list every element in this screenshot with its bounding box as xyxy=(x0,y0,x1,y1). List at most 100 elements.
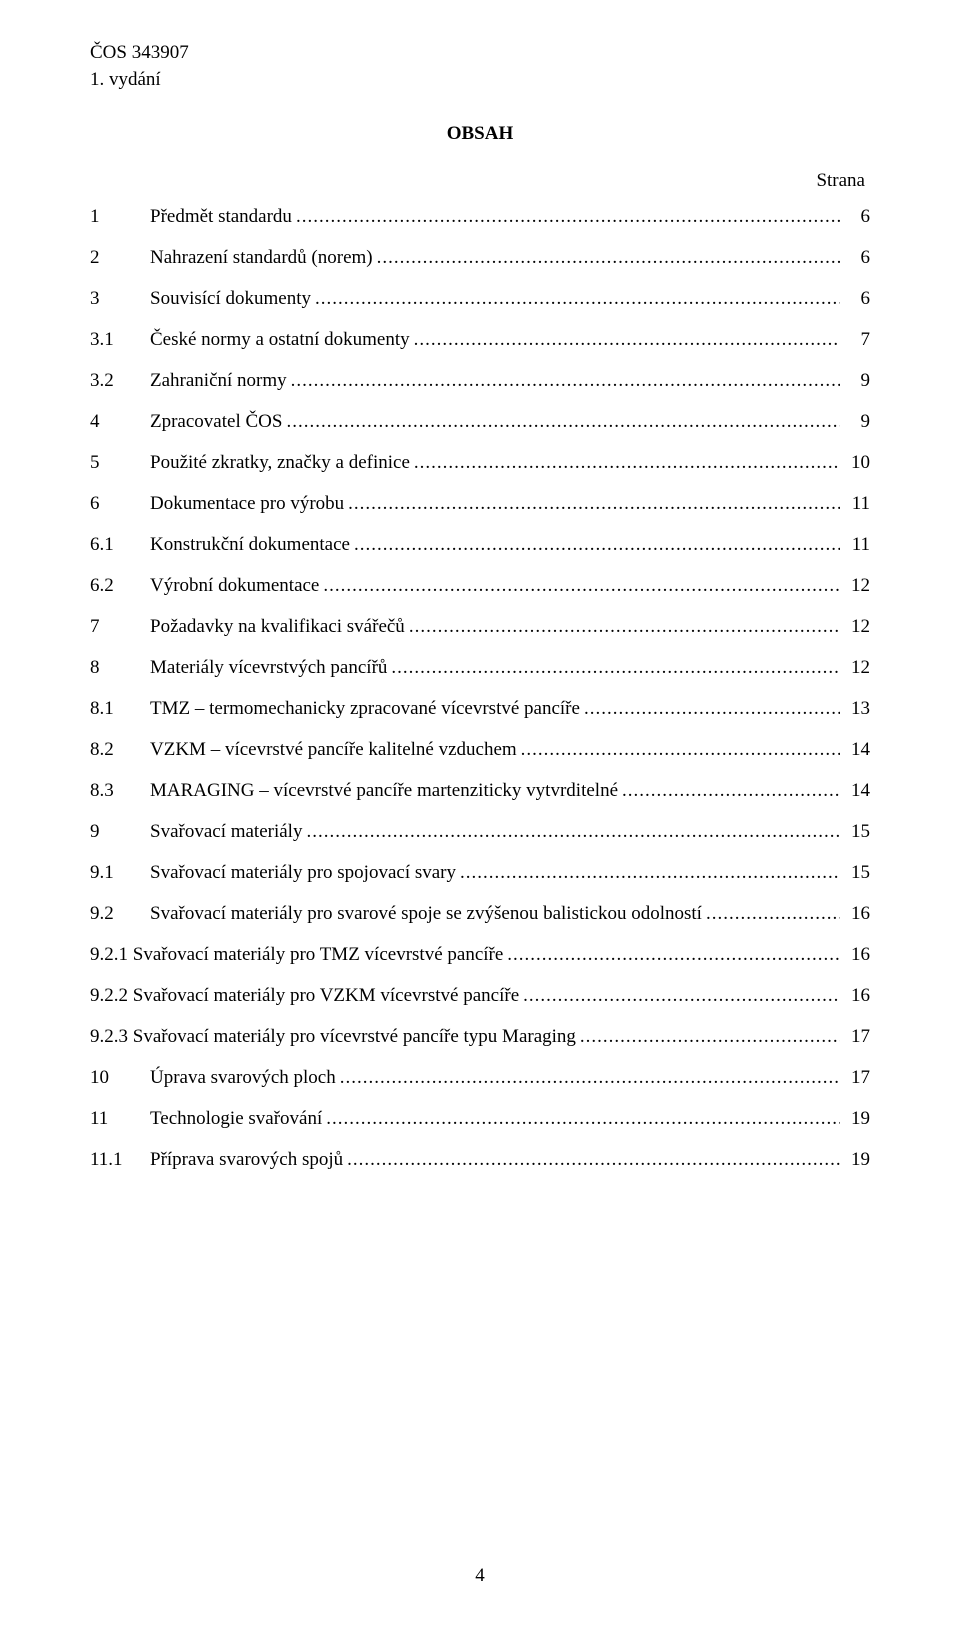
toc-dots xyxy=(302,822,840,841)
toc-label: Souvisící dokumenty xyxy=(150,289,311,308)
toc-page: 16 xyxy=(840,986,870,1005)
toc-row: 8.2VZKM – vícevrstvé pancíře kalitelné v… xyxy=(90,740,870,759)
toc-number: 11 xyxy=(90,1109,150,1128)
toc-row: 8.1TMZ – termomechanicky zpracované více… xyxy=(90,699,870,718)
toc-row: 3.1České normy a ostatní dokumenty7 xyxy=(90,330,870,349)
toc-page: 6 xyxy=(840,248,870,267)
toc-number: 3 xyxy=(90,289,150,308)
toc-dots xyxy=(282,412,840,431)
toc-number: 4 xyxy=(90,412,150,431)
toc-row: 4Zpracovatel ČOS 9 xyxy=(90,412,870,431)
toc-page: 14 xyxy=(840,740,870,759)
toc-row: 8.3MARAGING – vícevrstvé pancíře martenz… xyxy=(90,781,870,800)
toc-page: 15 xyxy=(840,863,870,882)
toc-number: 6.1 xyxy=(90,535,150,554)
toc-label: Příprava svarových spojů xyxy=(150,1150,343,1169)
toc-dots xyxy=(456,863,840,882)
toc-label: 9.2.2 Svařovací materiály pro VZKM vícev… xyxy=(90,986,519,1005)
toc-number: 5 xyxy=(90,453,150,472)
toc-dots xyxy=(287,371,840,390)
toc-row: 6.1Konstrukční dokumentace 11 xyxy=(90,535,870,554)
toc-page: 11 xyxy=(840,494,870,513)
toc-dots xyxy=(373,248,840,267)
toc-row: 6.2Výrobní dokumentace12 xyxy=(90,576,870,595)
toc-label: 9.2.1 Svařovací materiály pro TMZ vícevr… xyxy=(90,945,503,964)
toc-page: 19 xyxy=(840,1109,870,1128)
toc-label: Výrobní dokumentace xyxy=(150,576,319,595)
toc-page: 16 xyxy=(840,904,870,923)
toc-dots xyxy=(350,535,840,554)
toc-page: 6 xyxy=(840,207,870,226)
toc-page: 11 xyxy=(840,535,870,554)
toc-row: 10Úprava svarových ploch 17 xyxy=(90,1068,870,1087)
strana-label: Strana xyxy=(90,170,870,192)
toc-label: Svařovací materiály pro svarové spoje se… xyxy=(150,904,702,923)
toc-page: 13 xyxy=(840,699,870,718)
toc-row: 2Nahrazení standardů (norem)6 xyxy=(90,248,870,267)
toc-dots xyxy=(410,330,840,349)
toc-page: 12 xyxy=(840,617,870,636)
toc-number: 10 xyxy=(90,1068,150,1087)
toc-label: TMZ – termomechanicky zpracované vícevrs… xyxy=(150,699,580,718)
toc-number: 8.2 xyxy=(90,740,150,759)
toc-number: 8.1 xyxy=(90,699,150,718)
toc-label: Zahraniční normy xyxy=(150,371,287,390)
toc-label: Použité zkratky, značky a definice xyxy=(150,453,410,472)
toc-row: 7Požadavky na kvalifikaci svářečů12 xyxy=(90,617,870,636)
toc-label: Konstrukční dokumentace xyxy=(150,535,350,554)
toc-label: Materiály vícevrstvých pancířů xyxy=(150,658,387,677)
toc-label: 9.2.3 Svařovací materiály pro vícevrstvé… xyxy=(90,1027,576,1046)
toc-dots xyxy=(702,904,840,923)
toc-row: 3.2Zahraniční normy9 xyxy=(90,371,870,390)
toc-dots xyxy=(343,1150,840,1169)
toc-row: 5Použité zkratky, značky a definice 10 xyxy=(90,453,870,472)
toc-page: 12 xyxy=(840,658,870,677)
toc-page: 19 xyxy=(840,1150,870,1169)
page-number: 4 xyxy=(0,1565,960,1587)
toc-number: 6.2 xyxy=(90,576,150,595)
toc-page: 17 xyxy=(840,1027,870,1046)
toc-page: 6 xyxy=(840,289,870,308)
toc-dots xyxy=(292,207,840,226)
toc-label: Dokumentace pro výrobu xyxy=(150,494,344,513)
toc-label: Svařovací materiály pro spojovací svary xyxy=(150,863,456,882)
toc-label: MARAGING – vícevrstvé pancíře martenziti… xyxy=(150,781,618,800)
toc-number: 9.1 xyxy=(90,863,150,882)
toc-label: Zpracovatel ČOS xyxy=(150,412,282,431)
toc-label: Úprava svarových ploch xyxy=(150,1068,336,1087)
toc-label: Svařovací materiály xyxy=(150,822,302,841)
toc-row: 1Předmět standardu6 xyxy=(90,207,870,226)
toc-label: Předmět standardu xyxy=(150,207,292,226)
toc-dots xyxy=(344,494,840,513)
toc-page: 14 xyxy=(840,781,870,800)
toc-row: 9.2.3 Svařovací materiály pro vícevrstvé… xyxy=(90,1027,870,1046)
toc-number: 8.3 xyxy=(90,781,150,800)
toc-label: Nahrazení standardů (norem) xyxy=(150,248,373,267)
toc-number: 11.1 xyxy=(90,1150,150,1169)
toc-container: 1Předmět standardu62Nahrazení standardů … xyxy=(90,207,870,1169)
toc-row: 9.2Svařovací materiály pro svarové spoje… xyxy=(90,904,870,923)
toc-dots xyxy=(618,781,840,800)
toc-dots xyxy=(410,453,840,472)
toc-page: 9 xyxy=(840,371,870,390)
toc-row: 9.1Svařovací materiály pro spojovací sva… xyxy=(90,863,870,882)
toc-dots xyxy=(503,945,840,964)
toc-dots xyxy=(405,617,840,636)
toc-number: 9 xyxy=(90,822,150,841)
toc-dots xyxy=(576,1027,840,1046)
toc-page: 10 xyxy=(840,453,870,472)
toc-number: 7 xyxy=(90,617,150,636)
toc-page: 7 xyxy=(840,330,870,349)
toc-label: Technologie svařování xyxy=(150,1109,322,1128)
toc-row: 11Technologie svařování 19 xyxy=(90,1109,870,1128)
toc-number: 6 xyxy=(90,494,150,513)
toc-page: 17 xyxy=(840,1068,870,1087)
document-header: ČOS 343907 1. vydání xyxy=(90,40,870,93)
toc-dots xyxy=(519,986,840,1005)
toc-dots xyxy=(322,1109,840,1128)
toc-row: 8Materiály vícevrstvých pancířů 12 xyxy=(90,658,870,677)
toc-number: 3.1 xyxy=(90,330,150,349)
toc-number: 8 xyxy=(90,658,150,677)
toc-row: 3Souvisící dokumenty 6 xyxy=(90,289,870,308)
toc-page: 9 xyxy=(840,412,870,431)
